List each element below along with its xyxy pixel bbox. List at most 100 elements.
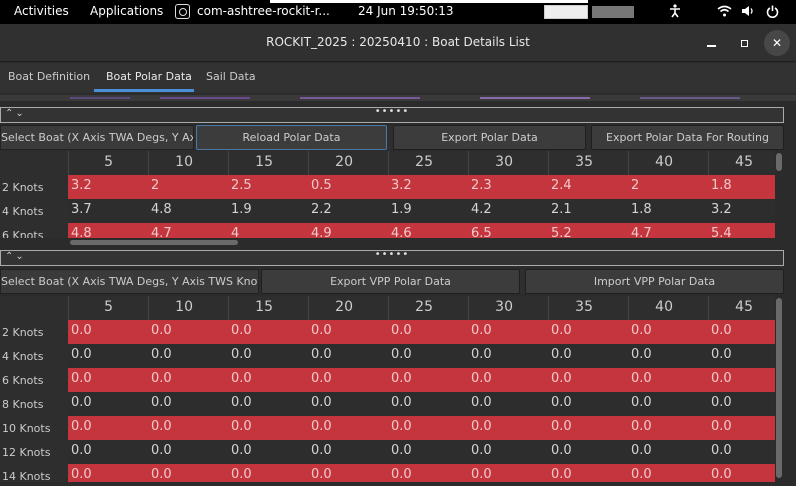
table-cell[interactable]: 1.9: [231, 202, 252, 217]
column-header[interactable]: 40: [628, 151, 708, 175]
table-cell[interactable]: 0.0: [311, 395, 332, 410]
table-cell[interactable]: 0.0: [391, 323, 412, 338]
table-cell[interactable]: 0.0: [391, 443, 412, 458]
row-header[interactable]: 6 Knots: [0, 223, 68, 238]
table-cell[interactable]: 3.2: [711, 202, 732, 217]
table-row[interactable]: 6 Knots 0.0 0.0 0.0 0.0 0.0 0.0 0.0 0.0 0.0: [0, 368, 775, 392]
upper-horizontal-scrollbar[interactable]: [70, 240, 238, 245]
upper-split-divider[interactable]: ⌃⌄ •••••: [0, 106, 784, 123]
table-cell[interactable]: 0.0: [471, 419, 492, 434]
table-cell[interactable]: 0.0: [471, 395, 492, 410]
table-row[interactable]: 10 Knots 0.0 0.0 0.0 0.0 0.0 0.0 0.0 0.0 0.0: [0, 416, 775, 440]
indicator-input[interactable]: [544, 5, 588, 19]
table-cell[interactable]: 0.0: [631, 323, 652, 338]
table-row[interactable]: 8 Knots 0.0 0.0 0.0 0.0 0.0 0.0 0.0 0.0 0.0: [0, 392, 775, 416]
table-cell[interactable]: 0.0: [551, 371, 572, 386]
row-header[interactable]: 2 Knots: [0, 320, 68, 344]
lower-vertical-scrollbar[interactable]: [776, 298, 782, 478]
table-cell[interactable]: 0.0: [71, 323, 92, 338]
power-icon[interactable]: [764, 3, 780, 19]
applications-menu[interactable]: Applications: [90, 4, 164, 18]
table-cell[interactable]: 0.0: [551, 443, 572, 458]
column-header[interactable]: 30: [468, 296, 548, 320]
table-cell[interactable]: 2.4: [551, 178, 572, 193]
table-cell[interactable]: 4.9: [311, 226, 332, 238]
table-cell[interactable]: 2.2: [311, 202, 332, 217]
table-cell[interactable]: 3.2: [391, 178, 412, 193]
table-cell[interactable]: 1.9: [391, 202, 412, 217]
table-cell[interactable]: 0.0: [311, 443, 332, 458]
column-header[interactable]: 45: [708, 296, 775, 320]
table-cell[interactable]: 0.0: [631, 371, 652, 386]
table-cell[interactable]: 4.7: [631, 226, 652, 238]
table-cell[interactable]: 0.0: [471, 443, 492, 458]
tab-boat-definition[interactable]: Boat Definition: [8, 70, 91, 83]
table-cell[interactable]: 0.0: [311, 371, 332, 386]
column-header[interactable]: 40: [628, 296, 708, 320]
collapse-arrows-icon[interactable]: ⌃⌄: [5, 251, 26, 262]
table-row[interactable]: 4 Knots 0.0 0.0 0.0 0.0 0.0 0.0 0.0 0.0 0.0: [0, 344, 775, 368]
row-header[interactable]: 12 Knots: [0, 440, 68, 464]
table-cell[interactable]: 0.0: [71, 443, 92, 458]
accessibility-icon[interactable]: [667, 3, 683, 19]
export-polar-data-button[interactable]: Export Polar Data: [393, 125, 586, 150]
table-cell[interactable]: 0.0: [231, 419, 252, 434]
close-button[interactable]: ✕: [764, 30, 790, 56]
table-cell[interactable]: 3.2: [71, 178, 92, 193]
table-cell[interactable]: 0.0: [391, 347, 412, 362]
table-row[interactable]: 12 Knots 0.0 0.0 0.0 0.0 0.0 0.0 0.0 0.0 0.0: [0, 440, 775, 464]
table-cell[interactable]: 0.0: [231, 323, 252, 338]
table-cell[interactable]: 4.2: [471, 202, 492, 217]
import-vpp-polar-button[interactable]: Import VPP Polar Data: [525, 269, 784, 294]
column-header[interactable]: 45: [708, 151, 775, 175]
table-cell[interactable]: 2.1: [551, 202, 572, 217]
table-cell[interactable]: 1.8: [631, 202, 652, 217]
table-cell[interactable]: 0.0: [151, 467, 172, 482]
table-cell[interactable]: 2: [631, 178, 640, 193]
table-cell[interactable]: 2.3: [471, 178, 492, 193]
table-cell[interactable]: 0.0: [71, 347, 92, 362]
select-boat-combo[interactable]: Select Boat (X Axis TWA Degs, Y Axis T..…: [0, 125, 194, 150]
table-cell[interactable]: 0.0: [391, 395, 412, 410]
table-cell[interactable]: 0.0: [311, 419, 332, 434]
row-header[interactable]: 14 Knots: [0, 464, 68, 482]
table-cell[interactable]: 0.0: [471, 323, 492, 338]
column-header[interactable]: 30: [468, 151, 548, 175]
table-cell[interactable]: 2: [151, 178, 160, 193]
table-cell[interactable]: 0.0: [391, 467, 412, 482]
export-vpp-polar-button[interactable]: Export VPP Polar Data: [261, 269, 520, 294]
lower-split-divider[interactable]: ⌃⌄ •••••: [0, 249, 784, 266]
minimize-button[interactable]: [698, 30, 724, 56]
table-row[interactable]: 14 Knots 0.0 0.0 0.0 0.0 0.0 0.0 0.0 0.0 0.0: [0, 464, 775, 482]
table-cell[interactable]: 0.0: [711, 395, 732, 410]
column-header[interactable]: 15: [228, 296, 308, 320]
table-cell[interactable]: 0.0: [711, 323, 732, 338]
table-cell[interactable]: 0.0: [231, 395, 252, 410]
table-cell[interactable]: 0.0: [151, 347, 172, 362]
maximize-button[interactable]: [731, 30, 757, 56]
table-cell[interactable]: 0.0: [151, 395, 172, 410]
table-cell[interactable]: 0.0: [311, 347, 332, 362]
table-cell[interactable]: 0.0: [551, 323, 572, 338]
column-header[interactable]: 10: [148, 296, 228, 320]
table-cell[interactable]: 0.0: [551, 347, 572, 362]
table-cell[interactable]: 0.0: [151, 323, 172, 338]
column-header[interactable]: 15: [228, 151, 308, 175]
table-cell[interactable]: 5.2: [551, 226, 572, 238]
table-cell[interactable]: 0.0: [711, 347, 732, 362]
clock[interactable]: 24 Jun 19:50:13: [358, 4, 454, 18]
table-cell[interactable]: 0.0: [391, 371, 412, 386]
table-cell[interactable]: 0.0: [631, 395, 652, 410]
table-cell[interactable]: 0.5: [311, 178, 332, 193]
table-cell[interactable]: 4.8: [71, 226, 92, 238]
table-cell[interactable]: 0.0: [631, 467, 652, 482]
wifi-icon[interactable]: [716, 3, 732, 19]
table-cell[interactable]: 4: [231, 226, 240, 238]
column-header[interactable]: 35: [548, 296, 628, 320]
row-header[interactable]: 10 Knots: [0, 416, 68, 440]
table-cell[interactable]: 0.0: [711, 443, 732, 458]
table-row[interactable]: 4 Knots 3.7 4.8 1.9 2.2 1.9 4.2 2.1 1.8 3.2: [0, 199, 775, 223]
window-title-bar[interactable]: ROCKIT_2025 : 20250410 : Boat Details Li…: [0, 24, 796, 62]
table-cell[interactable]: 0.0: [631, 443, 652, 458]
table-cell[interactable]: 0.0: [71, 395, 92, 410]
